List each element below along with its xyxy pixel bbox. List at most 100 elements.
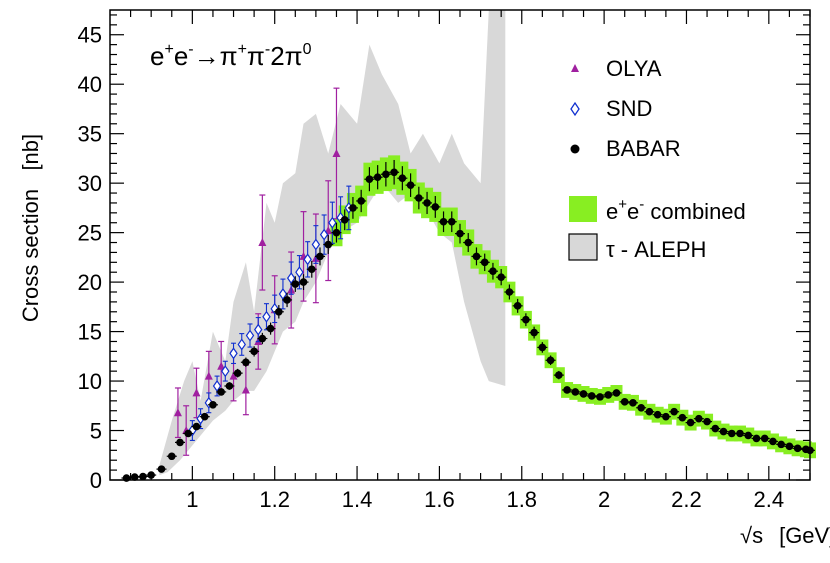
y-tick-label: 15: [78, 320, 102, 345]
babar-point: [736, 429, 744, 438]
y-tick-label: 10: [78, 369, 102, 394]
x-tick-label: 1: [186, 487, 198, 512]
babar-point: [258, 334, 267, 343]
babar-point: [415, 194, 423, 202]
snd-point: [237, 338, 246, 351]
babar-point: [637, 403, 645, 412]
y-tick-label: 35: [78, 122, 102, 147]
babar-point: [727, 429, 736, 438]
babar-point: [406, 181, 415, 189]
y-tick-label: 20: [78, 270, 102, 295]
olya-point: [192, 388, 201, 397]
babar-point: [398, 174, 407, 183]
babar-point: [678, 413, 687, 422]
babar-point: [695, 414, 703, 423]
snd-point: [221, 365, 230, 378]
snd-point: [278, 287, 288, 301]
babar-point: [447, 217, 456, 226]
snd-point: [319, 228, 329, 241]
legend-snd-marker: [570, 101, 580, 117]
babar-point: [157, 465, 166, 473]
babar-point: [423, 199, 431, 207]
babar-point: [546, 356, 555, 365]
babar-point: [645, 407, 654, 416]
babar-point: [563, 386, 571, 394]
legend-babar-label: BABAR: [606, 136, 681, 161]
babar-point: [225, 382, 234, 390]
babar-point: [719, 427, 728, 436]
babar-point: [629, 399, 637, 407]
olya-point: [229, 371, 238, 380]
babar-point: [184, 429, 193, 438]
y-tick-label: 25: [78, 221, 102, 246]
snd-point: [295, 266, 304, 279]
babar-point: [431, 203, 440, 211]
babar-point: [538, 343, 547, 352]
legend-snd-label: SND: [606, 96, 652, 121]
babar-point: [777, 440, 785, 449]
babar-point: [513, 302, 522, 310]
babar-point: [357, 197, 365, 205]
babar-point: [703, 417, 711, 426]
babar-point: [670, 407, 678, 416]
babar-point: [382, 170, 390, 179]
babar-point: [200, 412, 209, 421]
babar-point: [233, 369, 242, 377]
legend-aleph-swatch: [568, 233, 598, 261]
babar-point: [620, 398, 629, 406]
legend-combined-swatch: [569, 196, 597, 222]
babar-point: [349, 204, 357, 212]
babar-point: [439, 217, 448, 226]
y-tick-label: 45: [78, 23, 102, 48]
babar-point: [612, 389, 621, 397]
babar-point: [340, 215, 349, 224]
x-tick-label: 1.6: [424, 487, 455, 512]
olya-point: [217, 361, 226, 370]
babar-series: [121, 159, 815, 482]
olya-point: [332, 148, 341, 157]
babar-point: [752, 434, 761, 443]
x-axis-title: √s [GeV]: [740, 523, 830, 548]
babar-point: [266, 324, 275, 333]
legend-babar-marker: [570, 144, 580, 154]
babar-point: [555, 371, 563, 379]
x-ticks: 1 1.2 1.4 1.6 1.8 2 2.2 2.4: [129, 10, 811, 512]
babar-point: [744, 431, 753, 440]
babar-point: [769, 437, 777, 446]
olya-point: [173, 408, 182, 417]
snd-point: [328, 216, 337, 229]
y-tick-label: 30: [78, 171, 102, 196]
olya-point: [258, 238, 267, 247]
babar-point: [217, 388, 225, 396]
reaction-label: e+e-→π+π-2π0: [150, 41, 312, 71]
babar-point: [579, 390, 588, 398]
babar-point: [604, 391, 613, 399]
babar-point: [785, 442, 794, 451]
babar-point: [316, 252, 324, 261]
babar-point: [390, 168, 398, 177]
legend: OLYA SND BABAR e+e- combined τ - ALEPH: [568, 56, 746, 262]
x-tick-label: 2.4: [754, 487, 785, 512]
babar-point: [489, 267, 497, 276]
x-tick-label: 1.4: [342, 487, 373, 512]
babar-point: [332, 228, 341, 237]
babar-point: [472, 252, 481, 261]
x-tick-label: 2: [598, 487, 610, 512]
legend-olya-label: OLYA: [606, 56, 662, 81]
snd-point: [245, 329, 255, 342]
babar-point: [365, 175, 374, 183]
babar-point: [653, 410, 662, 419]
babar-point: [139, 472, 147, 481]
babar-point: [793, 444, 802, 453]
y-tick-label: 5: [90, 419, 102, 444]
babar-point: [176, 438, 184, 447]
snd-point: [303, 253, 312, 266]
babar-point: [192, 422, 201, 431]
x-tick-label: 2.2: [671, 487, 702, 512]
y-ticks: 0 5 10 15 20 25 30 35 40 45: [78, 14, 810, 493]
legend-aleph-label: τ - ALEPH: [606, 237, 706, 262]
snd-point: [311, 238, 321, 251]
babar-point: [662, 412, 670, 421]
babar-point: [130, 473, 139, 481]
